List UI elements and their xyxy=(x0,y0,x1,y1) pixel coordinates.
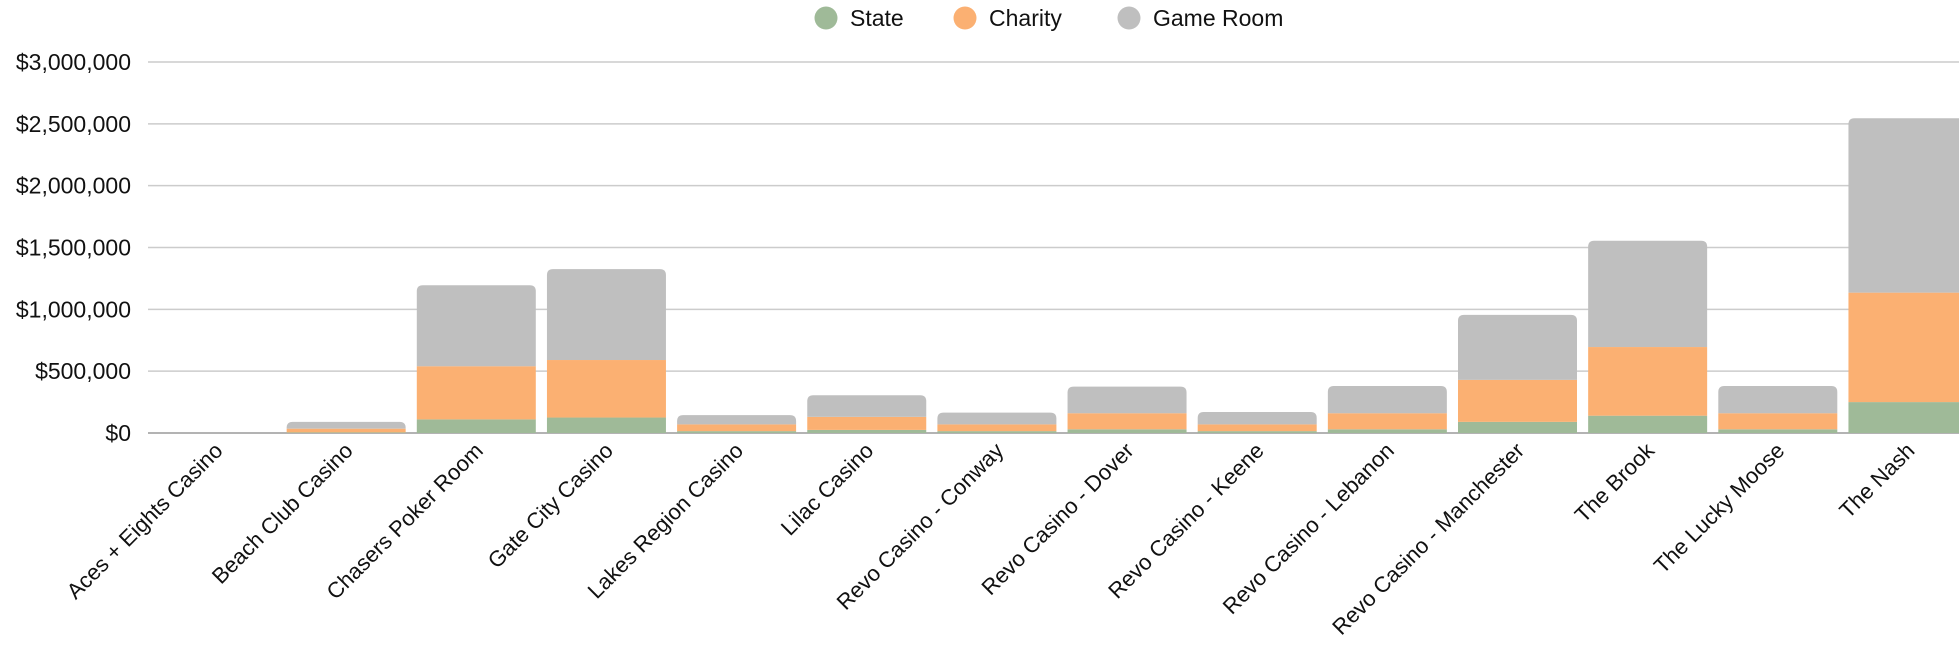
y-tick-label: $500,000 xyxy=(35,358,131,384)
bar-state-the-brook xyxy=(1588,415,1708,433)
bar-state-revo-casino-keene xyxy=(1197,431,1317,433)
bar-charity-revo-casino-lebanon xyxy=(1327,413,1447,430)
bar-state-the-lucky-moose xyxy=(1718,429,1838,433)
y-tick-label: $0 xyxy=(105,420,131,446)
bar-charity-gate-city-casino xyxy=(546,360,666,418)
bar-game-room-revo-casino-dover xyxy=(1067,386,1187,414)
x-tick-label: The Nash xyxy=(1834,438,1919,523)
bar-game-room-gate-city-casino xyxy=(546,269,666,361)
legend-label-game-room: Game Room xyxy=(1153,5,1283,31)
legend-label-state: State xyxy=(850,5,904,31)
bar-charity-revo-casino-conway xyxy=(937,424,1057,432)
bar-state-chasers-poker-room xyxy=(416,419,536,433)
y-tick-label: $3,000,000 xyxy=(16,49,131,75)
bar-charity-lilac-casino xyxy=(807,416,927,430)
y-tick-label: $2,000,000 xyxy=(16,173,131,199)
y-axis: $0 $500,000 $1,000,000 $1,500,000 $2,000,000… xyxy=(16,49,131,446)
bar-state-beach-club-casino xyxy=(286,432,406,433)
bar-game-room-revo-casino-keene xyxy=(1197,411,1317,425)
legend: State Charity Game Room xyxy=(814,5,1283,31)
x-tick-label: The Lucky Moose xyxy=(1649,438,1789,578)
bar-game-room-the-brook xyxy=(1588,240,1708,348)
bar-charity-revo-casino-manchester xyxy=(1458,379,1577,422)
bar-state-revo-casino-conway xyxy=(937,431,1057,433)
x-tick-label: Aces + Eights Casino xyxy=(62,438,228,604)
y-tick-label: $2,500,000 xyxy=(16,111,131,137)
bars xyxy=(286,118,1959,433)
bar-charity-lakes-region-casino xyxy=(677,424,797,432)
bar-charity-revo-casino-keene xyxy=(1197,424,1317,432)
legend-marker-charity xyxy=(953,6,977,30)
x-tick-label: Lilac Casino xyxy=(776,438,878,540)
legend-label-charity: Charity xyxy=(989,5,1062,31)
y-tick-label: $1,000,000 xyxy=(16,296,131,322)
bar-game-room-the-nash xyxy=(1848,118,1959,293)
bar-game-room-lilac-casino xyxy=(807,395,927,417)
x-tick-label: Gate City Casino xyxy=(483,438,618,573)
bar-state-revo-casino-manchester xyxy=(1458,421,1577,433)
bar-state-lilac-casino xyxy=(807,429,927,433)
legend-marker-state xyxy=(814,6,838,30)
x-tick-label: Beach Club Casino xyxy=(207,438,358,589)
y-tick-label: $1,500,000 xyxy=(16,235,131,261)
bar-game-room-chasers-poker-room xyxy=(416,285,536,367)
bar-game-room-revo-casino-manchester xyxy=(1458,314,1577,380)
bar-state-the-nash xyxy=(1848,402,1959,433)
bar-state-gate-city-casino xyxy=(546,417,666,433)
bar-game-room-revo-casino-conway xyxy=(937,412,1057,425)
bar-charity-the-brook xyxy=(1588,347,1708,416)
x-tick-label: The Brook xyxy=(1570,437,1660,527)
legend-marker-game-room xyxy=(1117,6,1141,30)
bar-state-lakes-region-casino xyxy=(677,431,797,433)
bar-game-room-revo-casino-lebanon xyxy=(1327,386,1447,414)
bar-state-revo-casino-lebanon xyxy=(1327,429,1447,433)
bar-charity-beach-club-casino xyxy=(286,428,406,433)
bar-game-room-lakes-region-casino xyxy=(677,415,797,425)
bar-game-room-beach-club-casino xyxy=(286,421,406,429)
bar-game-room-the-lucky-moose xyxy=(1718,386,1838,414)
bar-charity-revo-casino-dover xyxy=(1067,413,1187,430)
bar-charity-the-nash xyxy=(1848,292,1959,403)
bar-charity-chasers-poker-room xyxy=(416,366,536,420)
bar-charity-the-lucky-moose xyxy=(1718,413,1838,430)
bar-state-revo-casino-dover xyxy=(1067,429,1187,433)
